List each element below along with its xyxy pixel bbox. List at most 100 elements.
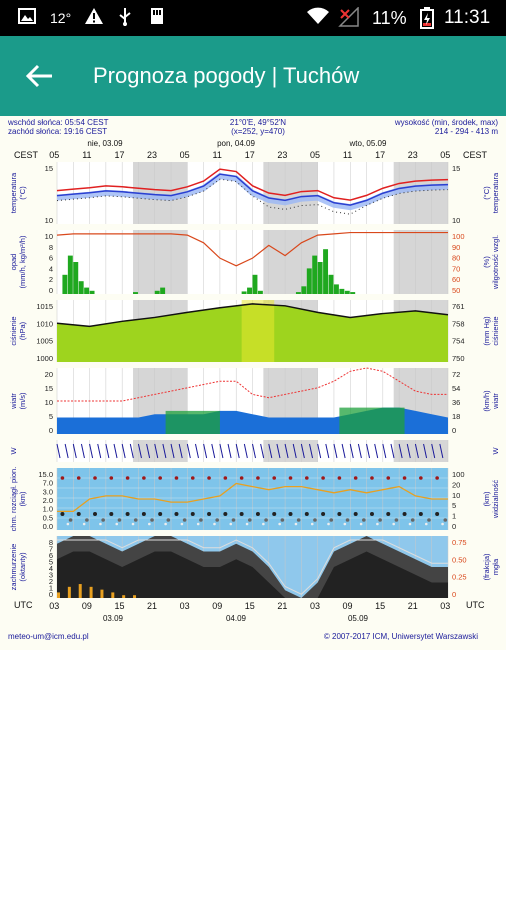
wind-arrow (227, 443, 232, 459)
cloud-base-dot (386, 512, 391, 516)
fog-bar (100, 589, 104, 598)
tick-label-left: 2.0 (43, 496, 53, 505)
tick-label-right: 1 (452, 512, 456, 521)
fog-dot (310, 522, 314, 526)
fog-dot (180, 522, 184, 526)
footer-email: meteo-um@icm.edu.pl (8, 632, 89, 641)
tick-label-left: 2 (49, 275, 53, 284)
hour-label-bottom: 09 (343, 601, 353, 611)
panel-label-left: ciśnienie (9, 316, 18, 345)
precip-bar (241, 291, 247, 294)
panel-unit-right: (mm Hg) (482, 316, 491, 346)
tick-label-left: 20 (45, 370, 53, 379)
wind-arrow (268, 443, 273, 459)
tick-label-right: 0 (452, 522, 456, 531)
tick-label-right: 80 (452, 254, 460, 263)
panel-label-right: temperatura (491, 172, 500, 213)
cloud-base-dot (109, 512, 114, 516)
precip-bar (312, 255, 318, 294)
fog-dot (213, 522, 216, 526)
tick-label-left: 5 (49, 558, 53, 567)
fog-dot (424, 522, 428, 526)
fog-bar (78, 584, 82, 598)
signal-icon (338, 6, 360, 33)
cloud-base-dot (125, 512, 130, 516)
tick-label-left: 10 (45, 216, 53, 225)
wind-arrow (203, 443, 208, 459)
tick-label-right: 72 (452, 370, 460, 379)
panel-unit-right: (km) (482, 491, 491, 506)
tick-label-right: 36 (452, 398, 460, 407)
altitude-values: 214 - 294 - 413 m (435, 127, 498, 136)
cloud-base-dot (410, 518, 415, 522)
tick-label-left: 0.5 (43, 513, 53, 522)
tick-label-left: 1.0 (43, 505, 53, 514)
panel-label-right: wilgotność wzgl. (491, 235, 500, 290)
wind-arrow (121, 443, 126, 459)
panel-unit-left: (oktanty) (18, 552, 27, 582)
tick-label-right: 90 (452, 243, 460, 252)
panel-unit-right: (°C) (482, 186, 491, 200)
cloud-base-dot (321, 512, 326, 516)
cloud-top-dot (256, 476, 260, 480)
cloud-base-dot (362, 518, 366, 522)
wind-arrow (366, 443, 371, 459)
usb-icon (118, 7, 132, 33)
wind-arrow (105, 443, 110, 459)
wind-arrow (235, 443, 240, 459)
cloud-low-fill (57, 551, 448, 598)
cloud-base-dot (247, 518, 252, 522)
panel-label-left: W (9, 447, 18, 455)
precip-bar (350, 292, 356, 294)
hour-label-top: 05 (310, 150, 320, 160)
wind-arrow (333, 443, 338, 459)
hour-label-top: 05 (180, 150, 190, 160)
app-bar: Prognoza pogody | Tuchów (0, 36, 506, 116)
tick-label-left: 4 (49, 264, 53, 273)
tick-label-left: 10 (45, 398, 53, 407)
panel-unit-left: (m/s) (18, 392, 27, 410)
back-arrow-icon[interactable] (22, 58, 58, 94)
wind-arrow (56, 443, 61, 459)
tick-label-right: 18 (452, 412, 460, 421)
temperature-min-line (56, 173, 449, 206)
precip-bar (317, 262, 323, 294)
precip-bar (328, 274, 334, 294)
tick-label-left: 7 (49, 545, 53, 554)
tick-label-right: 761 (452, 302, 465, 311)
cloud-line (57, 539, 448, 595)
hour-label-top: 11 (343, 150, 352, 160)
wind-arrow (64, 443, 69, 459)
panel-unit-left: (°C) (18, 186, 27, 200)
hour-label-bottom: 15 (375, 601, 385, 611)
hour-label-bottom: 03 (440, 601, 450, 611)
fog-dot (392, 522, 395, 526)
battery-icon (420, 7, 434, 35)
tick-label-left: 5 (49, 412, 53, 421)
storage-icon (150, 7, 164, 31)
tick-label-left: 1000 (36, 354, 53, 363)
tick-label-right: 754 (452, 337, 465, 346)
cloud-top-dot (272, 476, 277, 480)
panel-unit-left: (hPa) (18, 321, 27, 340)
fog-dot (294, 522, 298, 526)
coords-text: 21°0'E, 49°52'N (230, 118, 286, 127)
fog-dot (359, 522, 363, 526)
panel-label-left: opad (9, 254, 18, 271)
wind-arrow (292, 443, 297, 459)
status-bar: 12° 11% 11:31 (0, 0, 506, 36)
day-label-top: pon, 04.09 (217, 139, 255, 148)
cloud-base-dot (117, 518, 122, 522)
fog-dot (327, 522, 330, 526)
cloud-top-dot (125, 476, 130, 480)
wind-arrow (219, 443, 224, 459)
precip-bar (73, 262, 79, 294)
fog-dot (66, 522, 70, 526)
wind-arrow (349, 443, 354, 459)
panel-label-right: wiatr (491, 393, 500, 410)
pressure-line (56, 303, 449, 328)
precip-bar (323, 249, 329, 294)
panel-label-left: temperatura (9, 172, 18, 213)
tick-label-right: 0.50 (452, 555, 467, 564)
humidity-line (56, 231, 448, 267)
